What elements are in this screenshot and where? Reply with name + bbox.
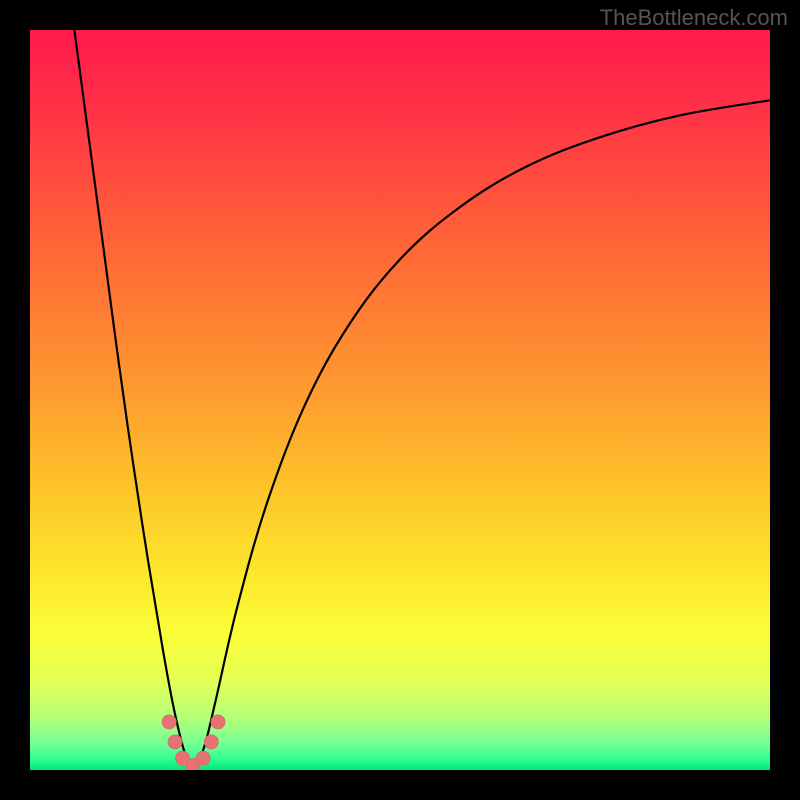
- watermark-text: TheBottleneck.com: [600, 5, 788, 31]
- curve-marker: [196, 751, 210, 765]
- bottleneck-plot: [0, 0, 800, 800]
- curve-marker: [168, 735, 182, 749]
- curve-marker: [162, 715, 176, 729]
- gradient-background: [30, 30, 770, 770]
- figure-root: TheBottleneck.com: [0, 0, 800, 800]
- curve-marker: [204, 735, 218, 749]
- curve-marker: [211, 715, 225, 729]
